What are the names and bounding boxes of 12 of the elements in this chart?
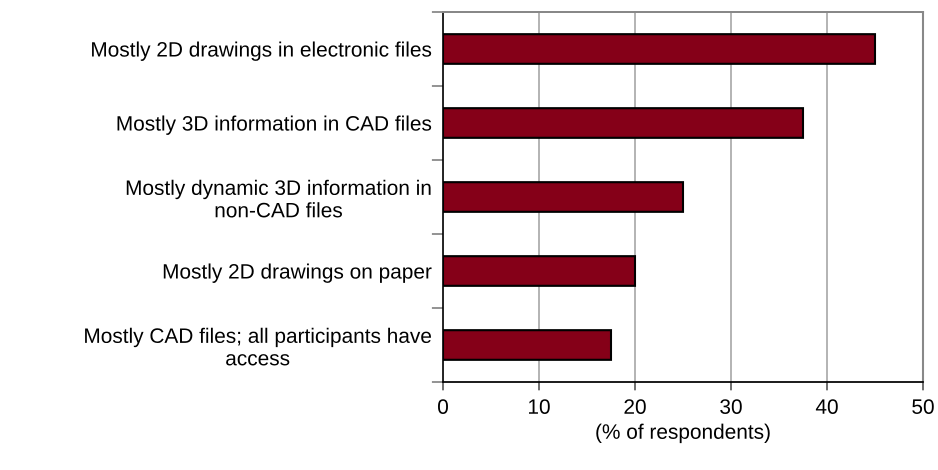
y-tick-label: Mostly 3D information in CAD files (118, 115, 432, 135)
y-tick-label: Mostly 2D drawings on paper (164, 263, 432, 283)
y-tick-label: Mostly CAD files; all participants have access (85, 328, 431, 366)
y-tick-label: Mostly dynamic 3D information in non-CAD files (126, 180, 431, 218)
x-tick-label: 30 (720, 399, 742, 414)
x-tick-label: 50 (912, 399, 934, 414)
x-tick-label: 10 (529, 399, 550, 414)
x-tick-label: 20 (624, 399, 646, 414)
x-axis-title: (% of respondents) (596, 424, 770, 444)
x-tick-label: 40 (816, 399, 838, 414)
y-tick-label: Mostly 2D drawings in electronic files (92, 41, 432, 61)
x-tick-label: 0 (438, 399, 448, 414)
